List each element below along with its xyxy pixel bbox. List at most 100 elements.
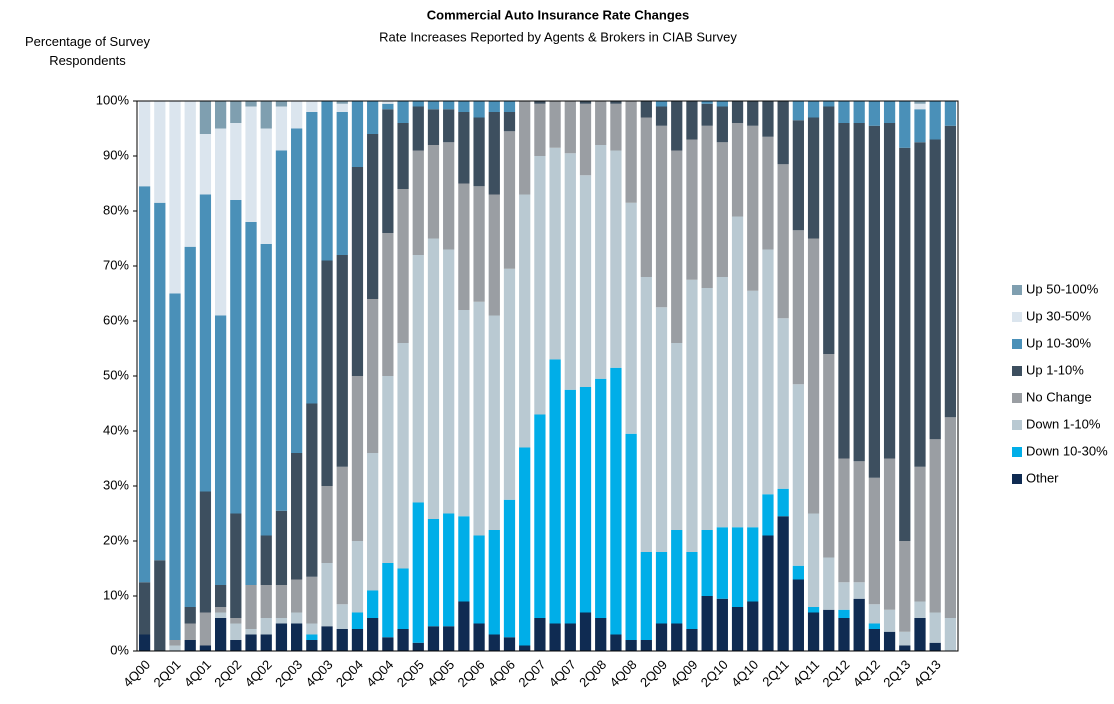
bar-segment <box>169 645 181 651</box>
bar-segment <box>199 101 212 134</box>
bar-segment <box>275 585 288 618</box>
bar-segment <box>716 142 728 277</box>
x-tick-label: 4Q03 <box>302 657 335 690</box>
bar-segment <box>716 277 728 528</box>
bar-segment <box>534 156 546 415</box>
bar-segment <box>412 101 424 107</box>
bar-segment <box>473 101 485 118</box>
bar-segment <box>427 238 440 519</box>
bar-segment <box>154 101 166 203</box>
bar-segment <box>397 343 409 569</box>
bar-segment <box>914 103 926 110</box>
bar-segment <box>412 255 424 503</box>
bar-segment <box>321 626 333 651</box>
bar-segment <box>488 194 500 316</box>
bar-segment <box>564 623 576 651</box>
bar-segment <box>595 145 607 379</box>
bar-segment <box>382 233 394 376</box>
bar-segment <box>519 645 531 651</box>
bar-segment <box>731 123 744 217</box>
bar-segment <box>336 112 348 255</box>
bar-segment <box>488 112 500 195</box>
bar-segment <box>610 101 622 104</box>
bar-segment <box>671 623 683 651</box>
bar-segment <box>640 117 652 277</box>
bar-segment <box>792 384 804 566</box>
y-tick-label: 60% <box>103 312 129 327</box>
bar-segment <box>351 541 364 613</box>
y-tick-label: 10% <box>103 587 129 602</box>
chart-subtitle: Rate Increases Reported by Agents & Brok… <box>379 29 737 44</box>
bar-segment <box>427 626 440 651</box>
y-tick-label: 70% <box>103 257 129 272</box>
chart-title: Commercial Auto Insurance Rate Changes <box>427 7 689 22</box>
bar-segment <box>868 125 881 478</box>
bar-segment <box>473 117 485 187</box>
bar-segment <box>807 238 820 514</box>
bar-segment <box>671 150 683 343</box>
bar-segment <box>807 117 820 239</box>
bar-segment <box>367 453 379 591</box>
bar-segment <box>214 607 227 613</box>
x-tick-label: 4Q13 <box>911 657 944 690</box>
bar-segment <box>427 101 440 110</box>
bar-segment <box>275 618 288 624</box>
bar-segment <box>640 101 652 118</box>
bar-segment <box>245 585 257 629</box>
x-tick-label: 2Q07 <box>515 657 548 690</box>
bar-segment <box>199 134 212 195</box>
bar-segment <box>336 466 348 605</box>
bar-segment <box>214 128 227 316</box>
bar-segment <box>929 139 941 440</box>
x-tick-label: 4Q05 <box>424 657 457 690</box>
bar-segment <box>154 560 166 651</box>
bar-segment <box>807 612 820 651</box>
bar-segment <box>245 634 257 651</box>
bar-segment <box>777 101 789 165</box>
bar-segment <box>625 433 637 640</box>
bar-segment <box>351 167 364 376</box>
legend-swatch <box>1012 393 1022 403</box>
y-tick-label: 0% <box>110 642 129 657</box>
bar-segment <box>731 527 744 607</box>
bar-segment <box>275 106 288 151</box>
bar-segment <box>762 494 774 536</box>
bar-segment <box>214 315 227 585</box>
bar-segment <box>138 582 151 635</box>
bar-segment <box>488 101 500 112</box>
x-tick-label: 2Q12 <box>819 657 852 690</box>
bar-segment <box>868 101 881 126</box>
bar-segment <box>686 279 698 552</box>
x-tick-label: 2Q02 <box>211 657 244 690</box>
bar-segment <box>336 103 348 112</box>
bar-segment <box>823 354 835 558</box>
bar-segment <box>260 128 272 244</box>
bar-segment <box>184 246 196 607</box>
bar-segment <box>883 609 896 632</box>
bar-segment <box>351 101 364 167</box>
legend-label: Up 1-10% <box>1026 362 1084 377</box>
bar-segment <box>336 629 348 651</box>
bar-segment <box>655 623 668 651</box>
bar-segment <box>230 623 242 640</box>
bar-segment <box>367 134 379 299</box>
bar-segment <box>397 568 409 629</box>
bar-segment <box>625 202 637 434</box>
bar-segment <box>564 153 576 390</box>
bar-segment <box>853 123 865 462</box>
bar-segment <box>199 612 212 646</box>
bar-segment <box>382 376 394 563</box>
bar-segment <box>367 618 379 651</box>
bar-segment <box>519 194 531 448</box>
bar-segment <box>427 145 440 239</box>
bar-segment <box>731 607 744 651</box>
bar-segment <box>245 101 257 107</box>
bar-segment <box>230 513 242 618</box>
bar-segment <box>655 106 668 126</box>
bar-segment <box>549 101 561 148</box>
bar-segment <box>503 499 516 638</box>
legend-label: Down 10-30% <box>1026 443 1108 458</box>
bar-segment <box>686 552 698 629</box>
